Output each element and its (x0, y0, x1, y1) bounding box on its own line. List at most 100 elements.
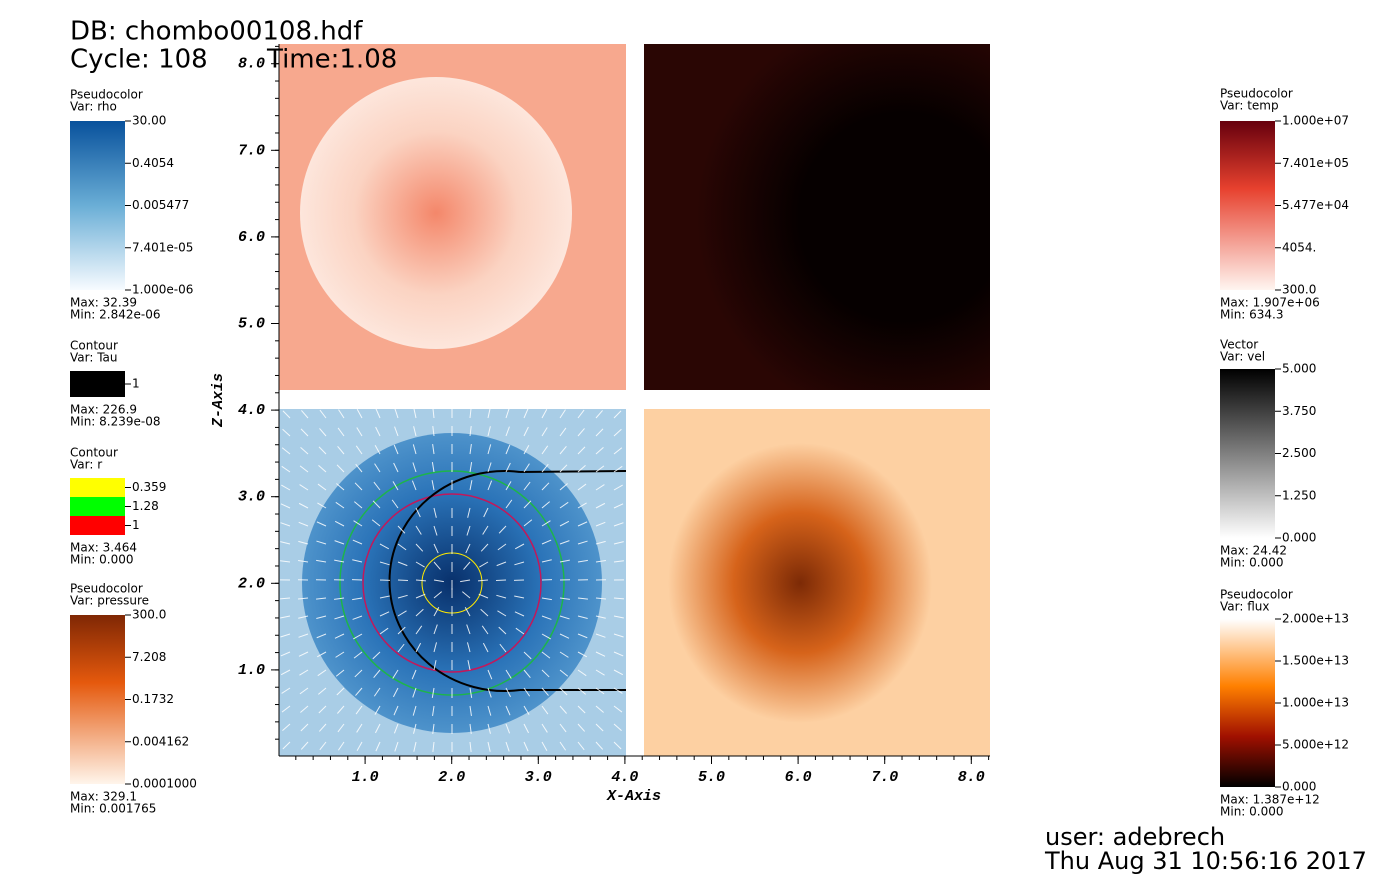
velocity-arrow (281, 484, 291, 491)
legend-plot: Contour (70, 446, 118, 460)
velocity-arrow (432, 723, 435, 734)
time: Time:1.08 (266, 45, 397, 75)
velocity-arrow (375, 723, 381, 734)
velocity-arrow (282, 723, 291, 731)
velocity-arrow (613, 615, 624, 619)
velocity-arrow (413, 741, 417, 752)
x-axis-title: X-Axis (606, 788, 661, 805)
velocity-arrow (559, 540, 570, 545)
velocity-arrow (379, 611, 390, 617)
velocity-arrow (541, 463, 549, 473)
z-tick-label: 5.0 (238, 315, 265, 332)
velocity-arrow (316, 633, 327, 639)
velocity-arrow (433, 525, 438, 536)
legend-max: Max: 226.9 (70, 403, 137, 417)
velocity-arrow (397, 643, 405, 653)
legend-min: Min: 0.000 (1220, 556, 1284, 570)
velocity-arrow (352, 559, 363, 563)
velocity-arrow (613, 633, 624, 638)
velocity-arrow (577, 705, 586, 714)
velocity-arrow (394, 426, 399, 437)
legend-plot: Pseudocolor (1220, 588, 1293, 602)
velocity-arrow (541, 408, 548, 419)
velocity-arrow (469, 723, 472, 734)
velocity-arrow (505, 705, 511, 716)
velocity-arrow (467, 660, 471, 671)
velocity-arrow (433, 624, 438, 635)
velocity-arrow (353, 633, 363, 640)
velocity-arrow (316, 521, 327, 527)
velocity-arrow (412, 462, 417, 473)
legend-var: Var: Tau (70, 351, 118, 365)
velocity-arrow (541, 705, 549, 715)
velocity-arrow (412, 705, 417, 716)
velocity-arrow (433, 642, 438, 653)
velocity-arrow (411, 480, 417, 491)
velocity-arrow (397, 561, 408, 567)
velocity-arrow (541, 687, 549, 696)
velocity-arrow (336, 464, 345, 473)
velocity-arrow (559, 669, 569, 677)
velocity-arrow (480, 543, 489, 552)
velocity-arrow (415, 507, 421, 518)
legend-tick-label: 5.000 (1282, 362, 1316, 376)
velocity-arrow (355, 445, 363, 455)
velocity-arrow (541, 501, 551, 509)
velocity-arrow (577, 669, 587, 677)
velocity-arrow (505, 481, 512, 491)
velocity-arrow (495, 579, 507, 582)
legend-plot: Pseudocolor (1220, 87, 1293, 101)
velocity-arrow (397, 543, 407, 551)
velocity-arrow (412, 444, 417, 455)
velocity-arrow (577, 483, 587, 491)
velocity-arrow (613, 447, 623, 455)
velocity-arrow (298, 615, 309, 619)
velocity-arrow (334, 540, 345, 545)
velocity-arrow (397, 626, 406, 635)
velocity-arrow (541, 741, 548, 751)
velocity-arrow (505, 723, 511, 734)
legend-tick-label: 5.000e+12 (1282, 738, 1349, 752)
velocity-arrow (355, 463, 363, 473)
velocity-arrow (415, 642, 422, 653)
velocity-arrow (371, 519, 381, 527)
velocity-arrow (559, 723, 567, 733)
velocity-arrow (487, 741, 491, 752)
velocity-arrow (613, 503, 624, 509)
velocity-arrow (393, 444, 399, 455)
velocity-arrow (433, 507, 437, 518)
velocity-arrow (595, 560, 606, 563)
z-axis-title: Z-Axis (210, 373, 227, 428)
velocity-arrow (577, 633, 588, 639)
velocity-arrow (352, 597, 363, 601)
velocity-arrow (337, 705, 345, 714)
legend-tick-label: 3.750 (1282, 404, 1316, 418)
cycle: Cycle: 108 (70, 45, 208, 75)
velocity-arrow (559, 520, 570, 527)
velocity-arrow (393, 723, 399, 734)
velocity-arrow (298, 540, 309, 545)
velocity-arrow (413, 426, 417, 437)
velocity-arrow (515, 627, 525, 635)
velocity-arrow (559, 559, 570, 563)
velocity-arrow (497, 543, 507, 551)
velocity-arrow (595, 465, 605, 473)
legend-max: Max: 329.1 (70, 790, 137, 804)
velocity-arrow (613, 597, 625, 600)
velocity-arrow (375, 408, 381, 419)
velocity-arrow (487, 687, 492, 698)
velocity-arrow (281, 465, 291, 473)
velocity-arrow (541, 723, 548, 733)
velocity-arrow (318, 465, 327, 473)
velocity-arrow (469, 741, 472, 752)
legend-plot: Pseudocolor (70, 88, 143, 102)
velocity-arrow (317, 669, 327, 677)
legend-tick-label: 0.004162 (132, 734, 189, 748)
velocity-arrow (477, 579, 489, 582)
velocity-arrow (577, 502, 587, 509)
velocity-arrow (298, 633, 309, 638)
velocity-arrow (379, 543, 390, 550)
legend-tick-label: 0.0001000 (132, 777, 197, 791)
velocity-arrow (577, 446, 586, 455)
velocity-arrow (337, 427, 345, 437)
